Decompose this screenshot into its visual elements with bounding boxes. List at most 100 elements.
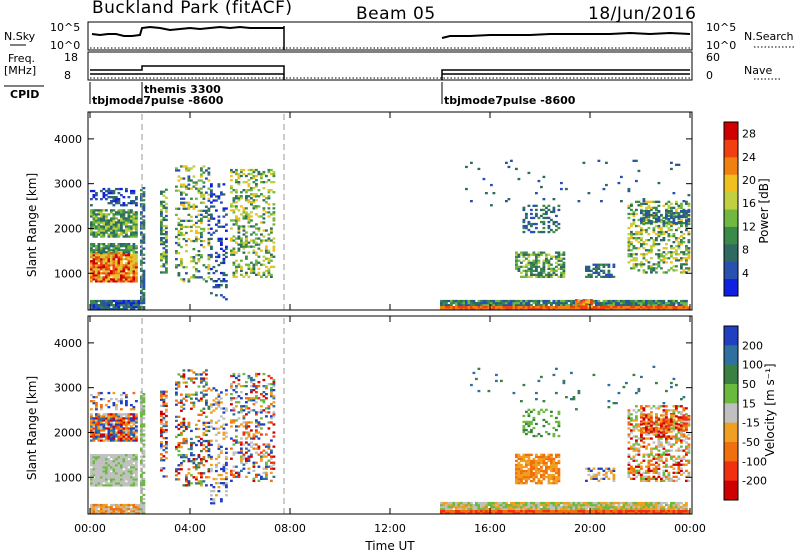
heatmap-cell [677,211,681,215]
heatmap-cell [117,423,121,426]
heatmap-cell [217,482,221,485]
heatmap-cell [110,304,113,307]
heatmap-cell [122,421,126,424]
heatmap-cell [90,468,93,471]
heatmap-cell [605,308,608,311]
heatmap-cell [512,301,516,305]
figure-title: Buckland Park (fitACF) [92,0,293,18]
heatmap-cell [672,206,676,209]
heatmap-cell [222,259,226,263]
heatmap-cell [535,208,538,212]
heatmap-cell [130,404,133,407]
heatmap-cell [272,241,276,244]
heatmap-cell [250,421,253,424]
heatmap-cell [485,308,488,311]
heatmap-cell [520,261,523,264]
heatmap-cell [140,431,143,434]
heatmap-cell [672,299,676,303]
heatmap-cell [235,207,238,210]
heatmap-cell [187,219,191,222]
heatmap-cell [642,306,646,309]
heatmap-cell [140,281,143,285]
heatmap-cell [190,401,193,404]
heatmap-cell [140,461,143,464]
heatmap-cell [125,476,128,479]
heatmap-cell [272,213,276,216]
heatmap-cell [257,423,261,426]
heatmap-cell [182,407,186,410]
heatmap-cell [527,505,531,509]
heatmap-cell [247,189,251,192]
heatmap-cell [135,251,138,254]
heatmap-cell [542,301,546,305]
heatmap-cell [165,443,168,446]
heatmap-cell [500,503,503,507]
heatmap-cell [650,213,653,217]
heatmap-cell [560,505,563,509]
heatmap-cell [595,308,598,311]
heatmap-cell [192,203,196,206]
heatmap-cell [442,301,446,305]
heatmap-cell [237,425,241,428]
heatmap-cell [230,179,233,182]
heatmap-cell [135,462,138,465]
heatmap-cell [130,480,133,483]
heatmap-cell [202,439,206,443]
heatmap-cell [177,223,181,227]
heatmap-cell [100,231,103,234]
heatmap-cell [137,308,141,311]
heatmap-cell [235,397,238,400]
heatmap-cell [135,299,138,303]
heatmap-cell [187,225,191,229]
heatmap-cell [132,200,136,203]
heatmap-cell [662,230,666,234]
heatmap-cell [257,267,261,270]
heatmap-cell [560,265,563,268]
heatmap-cell [247,241,251,244]
heatmap-cell [122,196,126,199]
heatmap-cell [127,480,131,483]
heatmap-cell [237,263,241,266]
heatmap-cell [135,304,138,307]
heatmap-cell [477,306,481,309]
heatmap-cell [265,475,268,478]
heatmap-cell [657,304,661,307]
heatmap-cell [132,202,136,205]
heatmap-cell [272,247,276,250]
heatmap-cell [245,421,248,424]
heatmap-cell [127,419,131,422]
heatmap-cell [262,207,266,210]
heatmap-cell [687,253,691,256]
heatmap-cell [160,214,163,218]
heatmap-cell [160,259,163,262]
heatmap-cell [522,301,526,305]
heatmap-cell [602,299,606,303]
heatmap-cell [90,299,93,303]
heatmap-cell [140,259,143,262]
heatmap-cell [187,278,191,281]
heatmap-cell [630,224,633,228]
heatmap-cell [95,252,98,255]
heatmap-cell [115,211,118,214]
heatmap-cell [220,477,223,481]
heatmap-cell [265,174,268,178]
heatmap-cell [97,217,101,220]
heatmap-cell [640,237,643,240]
heatmap-cell [140,245,143,248]
heatmap-cell [192,256,196,259]
heatmap-cell [182,191,186,194]
heatmap-cell [247,221,251,224]
heatmap-cell [127,476,131,479]
heatmap-cell [520,306,523,309]
heatmap-cell [537,230,541,234]
heatmap-cell [100,476,103,479]
heatmap-cell [120,464,123,467]
heatmap-cell [92,266,96,269]
heatmap-cell [112,419,116,422]
heatmap-cell [237,243,241,246]
heatmap-cell [255,374,258,378]
heatmap-cell [142,493,146,497]
heatmap-cell [105,510,108,513]
heatmap-cell [207,476,211,479]
heatmap-cell [210,469,213,473]
